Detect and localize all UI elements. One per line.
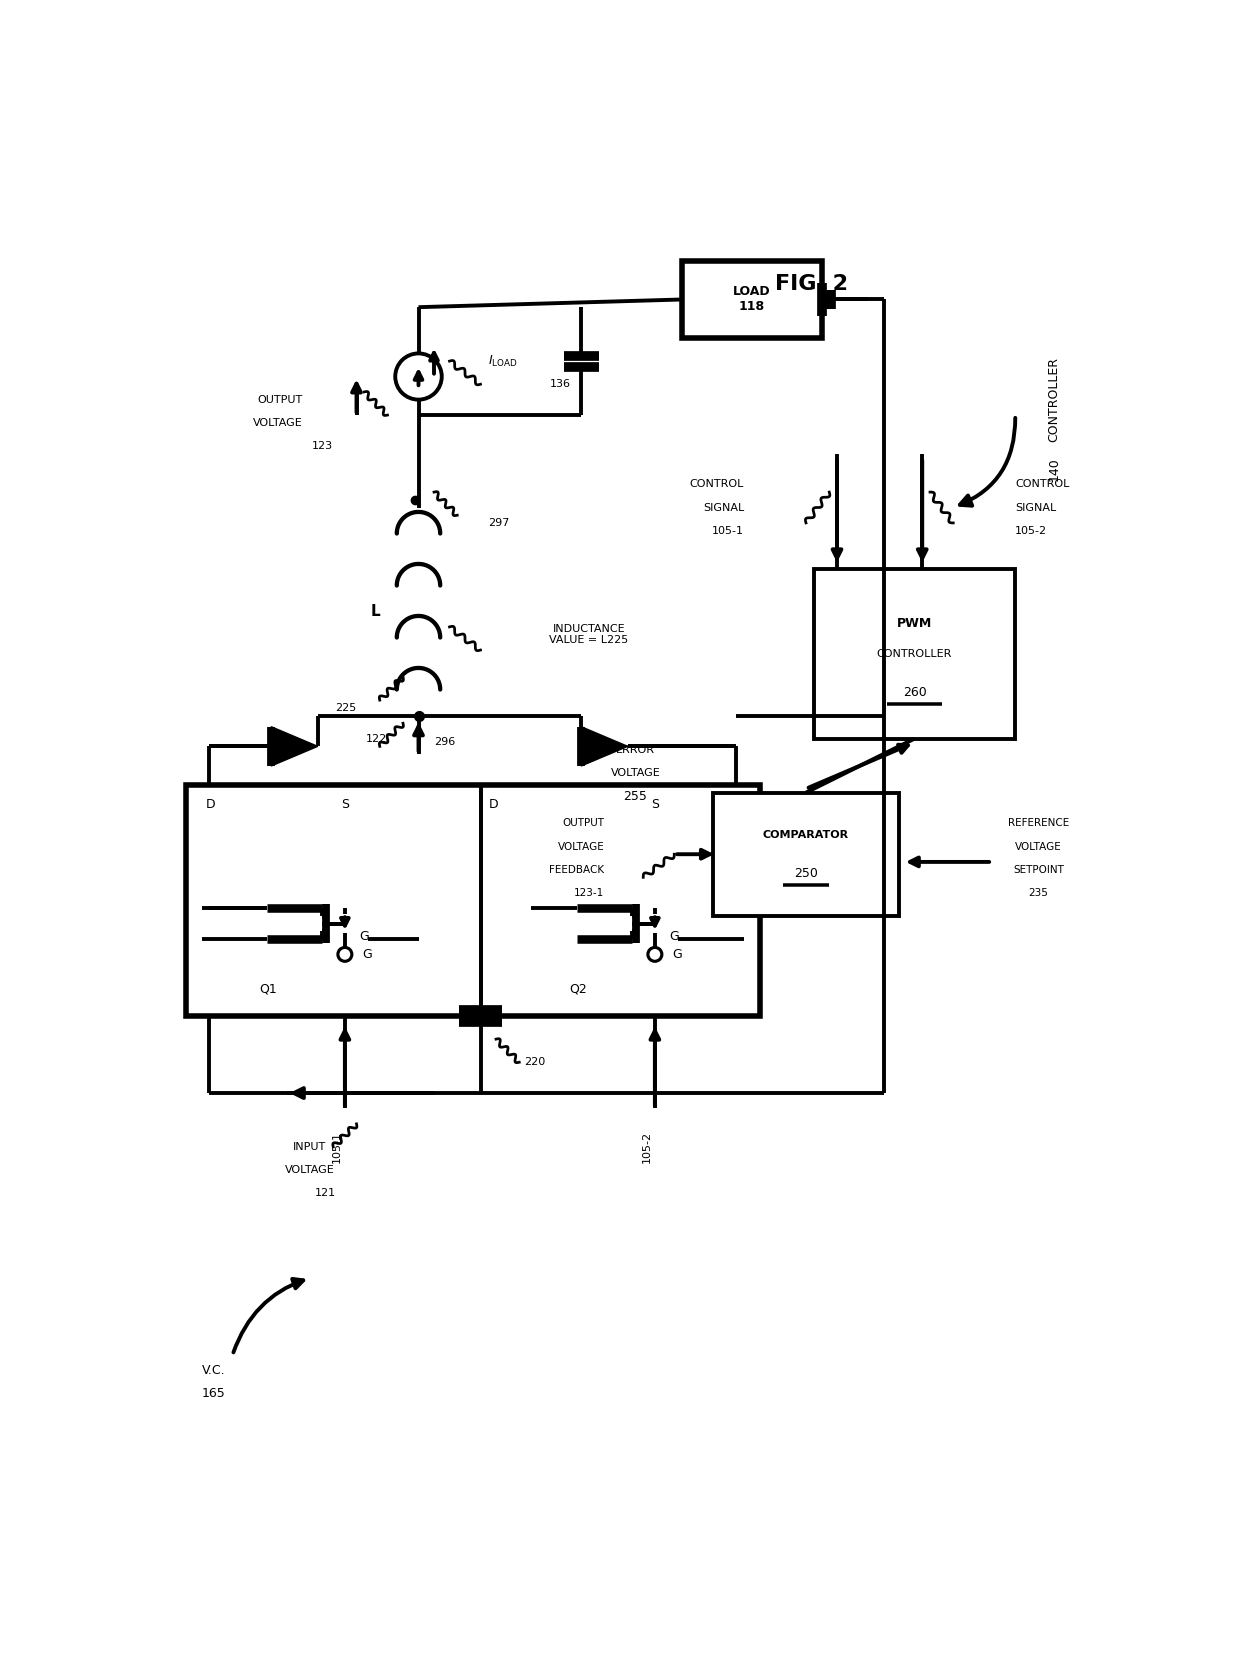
Text: G: G: [672, 948, 682, 960]
Text: INPUT: INPUT: [294, 1143, 326, 1153]
Text: COMPARATOR: COMPARATOR: [763, 830, 849, 840]
Text: 255: 255: [624, 791, 647, 802]
Text: 297: 297: [489, 518, 510, 528]
Text: Q1: Q1: [259, 983, 278, 995]
Text: 165: 165: [201, 1387, 226, 1400]
Text: VOLTAGE: VOLTAGE: [1016, 842, 1061, 852]
Text: 105-2: 105-2: [1016, 525, 1048, 535]
Text: S: S: [341, 797, 348, 811]
Bar: [713, 792, 899, 915]
Text: Q2: Q2: [569, 983, 588, 995]
Text: OUTPUT: OUTPUT: [257, 395, 303, 405]
Text: G: G: [362, 948, 372, 960]
Text: SIGNAL: SIGNAL: [1016, 503, 1056, 513]
Text: 296: 296: [434, 737, 455, 747]
Text: SIGNAL: SIGNAL: [703, 503, 744, 513]
Text: S: S: [651, 797, 658, 811]
Bar: [186, 786, 759, 1017]
Text: 136: 136: [551, 379, 572, 389]
Text: 105-1: 105-1: [712, 525, 744, 535]
Text: SETPOINT: SETPOINT: [1013, 865, 1064, 875]
Text: VOLTAGE: VOLTAGE: [558, 842, 605, 852]
Text: VOLTAGE: VOLTAGE: [253, 419, 303, 429]
Text: CONTROL: CONTROL: [1016, 480, 1070, 490]
Text: ERROR: ERROR: [616, 746, 655, 756]
Text: 235: 235: [1028, 887, 1049, 897]
Text: CONTROL: CONTROL: [689, 480, 744, 490]
Text: 225: 225: [335, 703, 357, 713]
Text: 105-1: 105-1: [332, 1131, 342, 1163]
Text: D: D: [489, 797, 498, 811]
Text: PWM: PWM: [897, 616, 932, 630]
Text: VOLTAGE: VOLTAGE: [610, 769, 661, 779]
Text: 121: 121: [315, 1188, 336, 1198]
Text: CONTROLLER: CONTROLLER: [877, 649, 952, 659]
Polygon shape: [272, 728, 317, 766]
Bar: [682, 261, 821, 337]
Text: $I_{\rm LOAD}$: $I_{\rm LOAD}$: [489, 354, 518, 369]
Text: LOAD
118: LOAD 118: [733, 286, 770, 314]
Text: CONTROLLER: CONTROLLER: [1048, 357, 1060, 442]
Text: G: G: [358, 930, 368, 943]
Text: G: G: [668, 930, 678, 943]
Text: 123-1: 123-1: [574, 887, 605, 897]
Text: 140: 140: [1048, 457, 1060, 480]
Text: D: D: [206, 797, 215, 811]
Text: 122: 122: [366, 734, 387, 744]
Text: REFERENCE: REFERENCE: [1008, 819, 1069, 829]
Text: FIG. 2: FIG. 2: [775, 274, 848, 294]
Text: INDUCTANCE
VALUE = L225: INDUCTANCE VALUE = L225: [549, 625, 629, 646]
Text: 123: 123: [312, 440, 334, 450]
Text: VOLTAGE: VOLTAGE: [285, 1164, 335, 1174]
Text: FEEDBACK: FEEDBACK: [549, 865, 605, 875]
Text: OUTPUT: OUTPUT: [563, 819, 605, 829]
Text: V.C.: V.C.: [201, 1364, 226, 1377]
Text: 250: 250: [794, 867, 818, 880]
Polygon shape: [582, 728, 627, 766]
Text: 105-2: 105-2: [642, 1131, 652, 1163]
Text: L: L: [370, 605, 379, 620]
Text: 260: 260: [903, 686, 926, 699]
Text: 220: 220: [525, 1058, 546, 1068]
Bar: [813, 570, 1016, 739]
